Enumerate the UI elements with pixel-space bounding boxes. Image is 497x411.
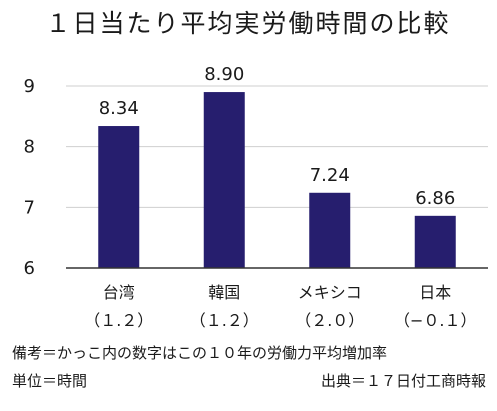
category-labels: 台湾 （１.２） 韓国 （１.２） メキシコ （２.０） 日本 （−０.１）	[84, 283, 476, 330]
y-tick-label: 7	[24, 197, 35, 218]
bar-3	[309, 192, 351, 268]
category-sublabel: （−０.１）	[394, 311, 477, 330]
y-tick-labels: 6 7 8 9	[24, 76, 35, 279]
y-tick-label: 8	[24, 137, 35, 158]
category-label: 台湾	[103, 283, 135, 302]
category-sublabel: （２.０）	[295, 311, 364, 330]
category-label: 韓国	[208, 283, 240, 302]
category-label: メキシコ	[298, 283, 362, 302]
category-sublabel: （１.２）	[190, 311, 259, 330]
bars	[98, 92, 456, 268]
data-label: 8.90	[204, 64, 244, 85]
category-sublabel: （１.２）	[84, 311, 153, 330]
data-label: 7.24	[310, 165, 350, 186]
note-remark: 備考＝かっこ内の数字はこの１０年の労働力平均増加率	[12, 344, 387, 362]
data-label: 8.34	[99, 98, 139, 119]
data-labels: 8.34 8.90 7.24 6.86	[99, 64, 456, 209]
y-tick-label: 9	[24, 76, 35, 97]
note-unit: 単位＝時間	[12, 372, 87, 390]
chart-title: １日当たり平均実労働時間の比較	[45, 9, 450, 38]
data-label: 6.86	[415, 188, 455, 209]
bar-2	[203, 92, 245, 268]
note-source: 出典＝１７日付工商時報	[321, 372, 486, 390]
category-label: 日本	[419, 283, 451, 302]
bar-1	[98, 126, 140, 268]
y-tick-label: 6	[24, 258, 35, 279]
bar-4	[414, 215, 456, 268]
